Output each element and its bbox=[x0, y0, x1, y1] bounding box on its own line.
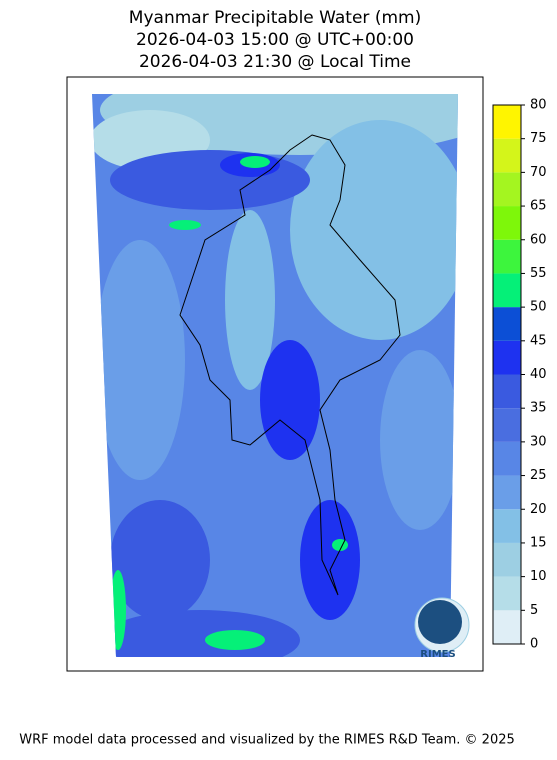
colorbar-segment bbox=[493, 105, 521, 139]
colorbar-segment bbox=[493, 273, 521, 308]
tick-label: 25 bbox=[530, 468, 547, 483]
colorbar-segment bbox=[493, 441, 521, 476]
colorbar-segment bbox=[493, 307, 521, 341]
footer: WRF model data processed and visualized … bbox=[19, 733, 515, 748]
tick-label: 15 bbox=[530, 535, 547, 550]
tick-label: 75 bbox=[530, 131, 547, 146]
tick-label: 0 bbox=[530, 637, 538, 652]
colorbar: 0 5 10 15 20 25 30 35 40 45 50 55 60 65 70 75 80 bbox=[492, 98, 547, 652]
title-line: Myanmar Precipitable Water (mm) bbox=[129, 8, 421, 28]
colorbar-segment bbox=[493, 340, 521, 375]
country-outline bbox=[179, 134, 401, 596]
map-frame bbox=[66, 76, 484, 672]
tick-label: 30 bbox=[530, 434, 547, 449]
tick-label: 70 bbox=[530, 165, 547, 180]
logo-text: RIMES bbox=[420, 649, 455, 660]
tick-label: 65 bbox=[530, 199, 547, 214]
tick-label: 5 bbox=[530, 603, 538, 618]
colorbar-segment bbox=[493, 475, 521, 510]
colorbar-segment bbox=[493, 576, 521, 611]
tick-label: 10 bbox=[530, 569, 547, 584]
colorbar-segment bbox=[493, 374, 521, 409]
colorbar-segment bbox=[493, 408, 521, 442]
colorbar-segment bbox=[493, 239, 521, 274]
tick-label: 80 bbox=[530, 98, 547, 113]
colorbar-segment bbox=[493, 542, 521, 577]
colorbar-segment bbox=[493, 138, 521, 173]
tick-label: 35 bbox=[530, 401, 547, 416]
colorbar-segment bbox=[493, 610, 521, 644]
colorbar-segment bbox=[493, 206, 521, 240]
map-field bbox=[92, 94, 458, 657]
tick-label: 60 bbox=[530, 232, 547, 247]
title-line: 2026-04-03 15:00 @ UTC+00:00 bbox=[136, 30, 414, 50]
tick-label: 20 bbox=[530, 502, 547, 517]
logo-emblem bbox=[418, 600, 462, 644]
title-line: 2026-04-03 21:30 @ Local Time bbox=[139, 52, 411, 72]
colorbar-segment bbox=[493, 509, 521, 543]
tick-label: 50 bbox=[530, 300, 547, 315]
tick-label: 45 bbox=[530, 333, 547, 348]
tick-label: 55 bbox=[530, 266, 547, 281]
colorbar-segment bbox=[493, 172, 521, 207]
tick-label: 40 bbox=[530, 367, 547, 382]
